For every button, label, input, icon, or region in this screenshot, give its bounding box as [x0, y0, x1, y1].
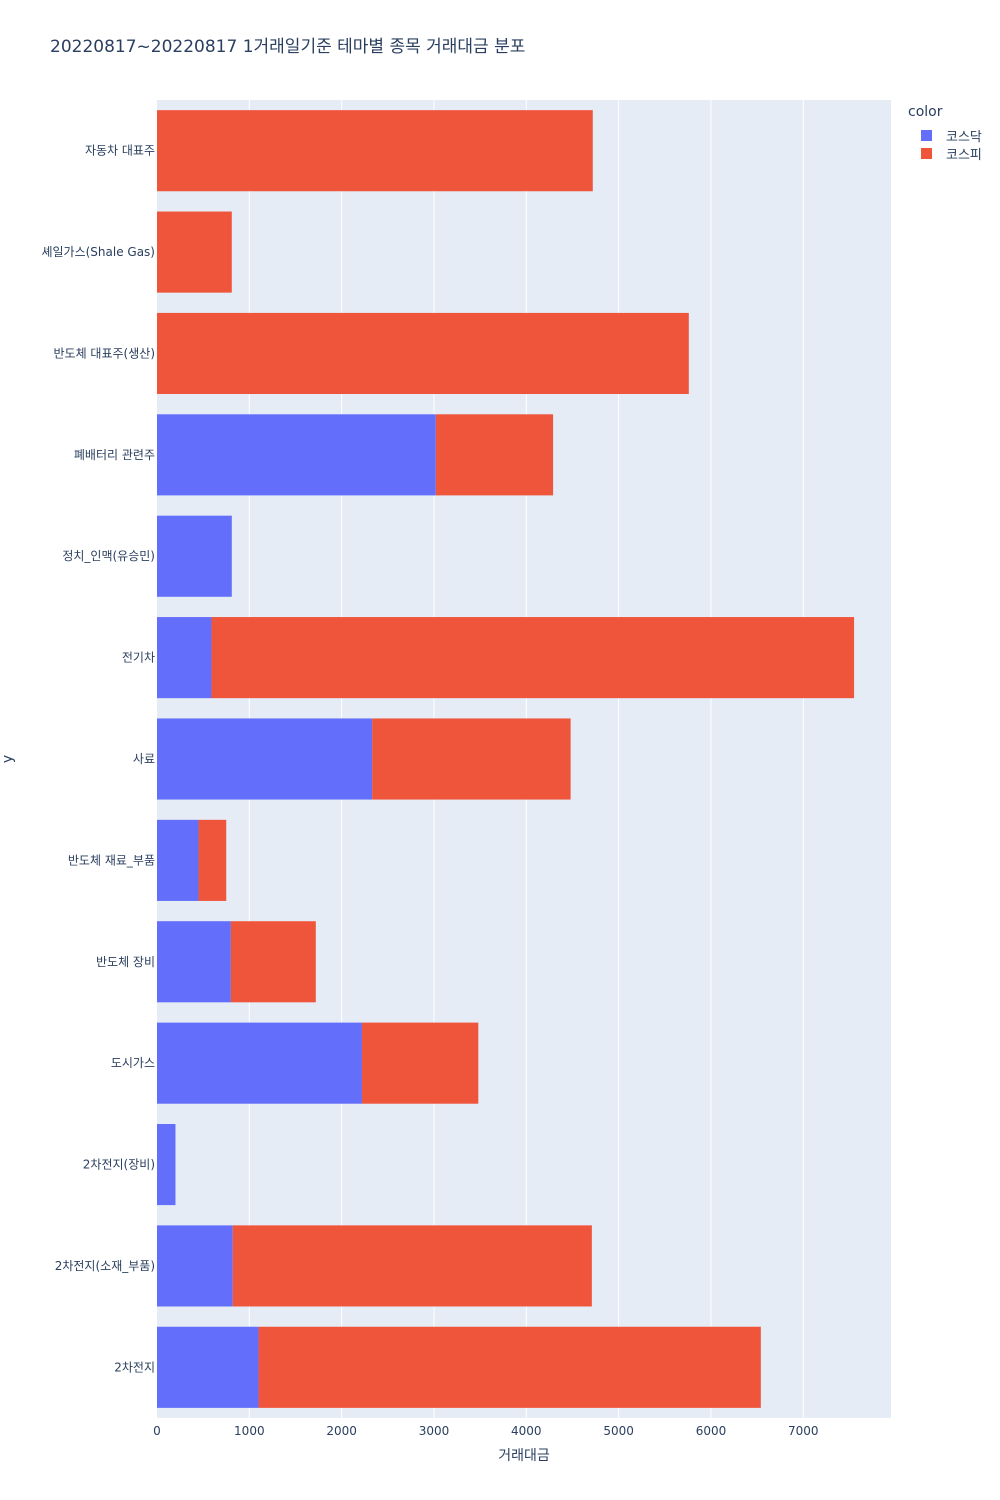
bar-kospi-12[interactable] — [258, 1326, 761, 1408]
legend-label-kospi: 코스피 — [946, 147, 982, 163]
x-tick-label: 2000 — [326, 1424, 357, 1438]
bar-kospi-3[interactable] — [435, 414, 554, 496]
x-tick-label: 5000 — [603, 1424, 634, 1438]
chart-title: 20220817~20220817 1거래일기준 테마별 종목 거래대금 분포 — [50, 37, 526, 57]
bar-kospi-0[interactable] — [157, 110, 593, 192]
bar-kosdaq-3[interactable] — [157, 414, 436, 496]
y-tick-label: 폐배터리 관련주 — [74, 448, 155, 462]
x-tick-label: 4000 — [511, 1424, 542, 1438]
x-tick-label: 3000 — [419, 1424, 450, 1438]
bar-kosdaq-7[interactable] — [157, 819, 199, 901]
bars — [157, 110, 855, 1408]
y-tick-label: 반도체 장비 — [96, 955, 155, 969]
legend: color 코스닥 코스피 — [908, 104, 982, 163]
y-tick-label: 도시가스 — [111, 1056, 155, 1070]
bar-kosdaq-10[interactable] — [157, 1123, 176, 1206]
y-tick-label: 자동차 대표주 — [85, 144, 155, 158]
bar-kosdaq-6[interactable] — [157, 718, 373, 800]
bar-kosdaq-4[interactable] — [157, 515, 232, 597]
y-tick-label: 반도체 재료_부품 — [68, 853, 155, 867]
bar-kosdaq-9[interactable] — [157, 1022, 362, 1104]
y-tick-label: 셰일가스(Shale Gas) — [41, 245, 155, 259]
legend-item-kospi[interactable]: 코스피 — [908, 144, 982, 163]
x-axis-ticks: 0 1000 2000 3000 4000 5000 6000 7000 — [153, 1424, 818, 1438]
x-tick-label: 0 — [153, 1424, 161, 1438]
y-tick-label: 2차전지(장비) — [83, 1158, 155, 1172]
bar-kosdaq-12[interactable] — [157, 1326, 259, 1408]
bar-kospi-1[interactable] — [157, 211, 232, 293]
x-tick-label: 6000 — [696, 1424, 727, 1438]
y-axis-label: y — [0, 755, 16, 763]
bar-kospi-7[interactable] — [198, 819, 227, 901]
bar-kospi-11[interactable] — [232, 1225, 592, 1307]
x-tick-label: 1000 — [234, 1424, 265, 1438]
y-tick-label: 정치_인맥(유승민) — [62, 549, 155, 563]
y-tick-label: 2차전지(소재_부품) — [55, 1259, 155, 1273]
bar-kospi-6[interactable] — [372, 718, 571, 800]
y-tick-label: 사료 — [133, 752, 155, 766]
y-tick-label: 전기차 — [122, 651, 155, 665]
legend-label-kosdaq: 코스닥 — [946, 129, 982, 145]
bar-kospi-8[interactable] — [230, 921, 316, 1003]
legend-title: color — [908, 104, 943, 120]
bar-kospi-2[interactable] — [157, 312, 689, 395]
legend-item-kosdaq[interactable]: 코스닥 — [908, 126, 982, 145]
y-tick-label: 2차전지 — [114, 1360, 155, 1374]
x-axis-label: 거래대금 — [498, 1448, 550, 1464]
bar-kosdaq-5[interactable] — [157, 617, 212, 699]
bar-kosdaq-11[interactable] — [157, 1225, 233, 1307]
y-tick-label: 반도체 대표주(생산) — [54, 346, 156, 360]
bar-kospi-9[interactable] — [361, 1022, 479, 1104]
legend-swatch-kosdaq — [921, 129, 932, 141]
x-tick-label: 7000 — [788, 1424, 819, 1438]
bar-kospi-5[interactable] — [211, 617, 855, 699]
legend-swatch-kospi — [921, 147, 932, 159]
bar-kosdaq-8[interactable] — [157, 921, 231, 1003]
